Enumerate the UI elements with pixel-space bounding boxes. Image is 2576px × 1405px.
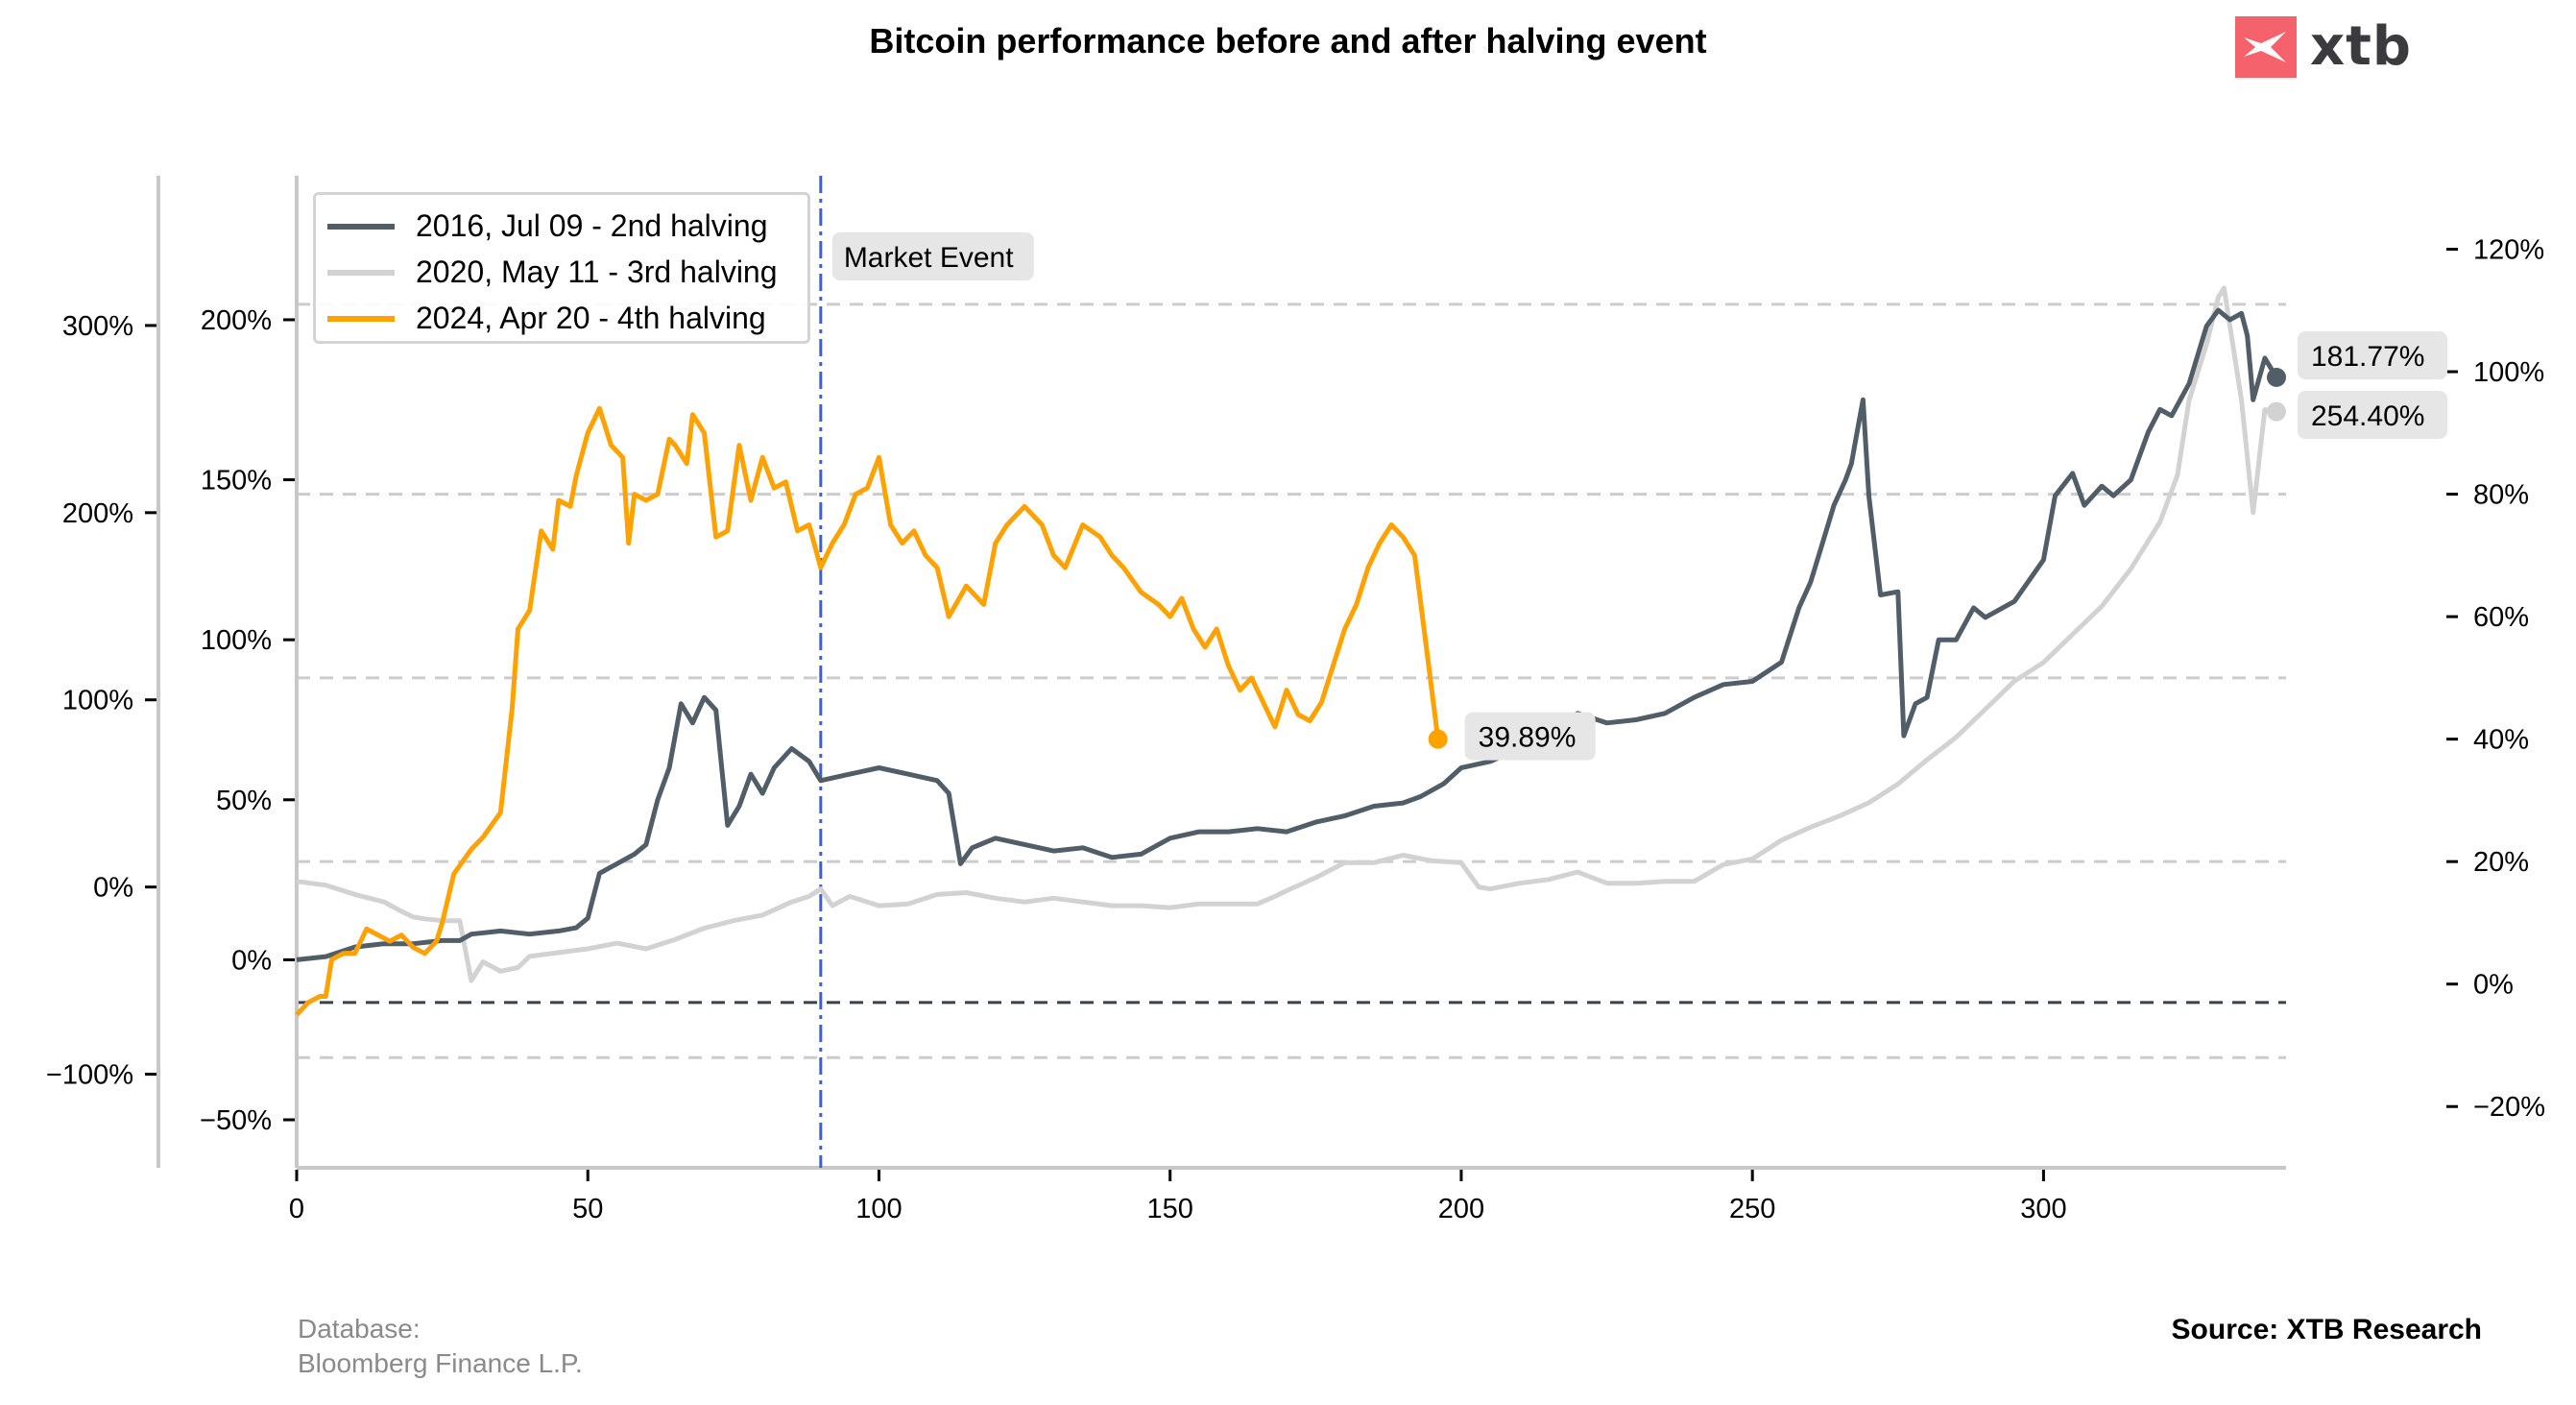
legend-item-2016: 2016, Jul 09 - 2nd halving (327, 208, 767, 244)
x-tick-label: 150 (1147, 1194, 1193, 1224)
series-end-marker-1 (2267, 401, 2286, 422)
xtb-logo-icon (2235, 15, 2297, 78)
outer-left-tick-label: 300% (62, 311, 133, 342)
xtb-logo-text: xtb (2310, 15, 2412, 78)
series-line-1 (296, 285, 2277, 983)
right-tick-label: 0% (2473, 970, 2514, 1001)
right-tick-label: 40% (2473, 725, 2529, 756)
legend-label-2024: 2024, Apr 20 - 4th halving (416, 301, 766, 335)
legend-label-2016: 2016, Jul 09 - 2nd halving (416, 208, 768, 243)
legend: 2016, Jul 09 - 2nd halving 2020, May 11 … (313, 192, 810, 344)
inner-left-tick-label: −50% (200, 1105, 272, 1136)
x-tick-label: 50 (572, 1194, 603, 1224)
chart-title: Bitcoin performance before and after hal… (869, 21, 1707, 61)
x-tick-label: 200 (1438, 1194, 1484, 1224)
end-label-2016: 181.77% (2311, 341, 2424, 373)
end-label-2020-box (2298, 391, 2447, 439)
x-tick-label: 0 (289, 1194, 304, 1224)
x-tick-label: 250 (1729, 1194, 1775, 1224)
footer-database: Database: Bloomberg Finance L.P. (298, 1312, 583, 1381)
inner-left-tick-label: 100% (201, 625, 272, 656)
series-end-marker-0 (2267, 367, 2286, 387)
right-tick-label: 100% (2473, 357, 2544, 388)
right-tick-label: 60% (2473, 602, 2529, 633)
market-event-label: Market Event (844, 242, 1014, 274)
outer-left-tick-label: −100% (46, 1060, 133, 1091)
x-tick-label: 300 (2020, 1194, 2066, 1224)
legend-swatch-2016 (327, 223, 395, 230)
xtb-logo: xtb (2235, 15, 2412, 78)
legend-label-2020: 2020, May 11 - 3rd halving (416, 254, 778, 289)
series-line-2 (295, 405, 1441, 1017)
end-label-2024: 39.89% (1479, 722, 1577, 754)
inner-left-tick-label: 50% (216, 786, 272, 816)
market-event-label-box (831, 232, 1034, 280)
right-tick-label: −20% (2473, 1092, 2545, 1123)
series-line-0 (296, 307, 2279, 962)
series-end-marker-2 (1428, 729, 1448, 749)
right-tick-label: 120% (2473, 235, 2544, 266)
outer-left-tick-label: 200% (62, 498, 133, 529)
outer-left-tick-label: 100% (62, 686, 133, 716)
database-value: Bloomberg Finance L.P. (298, 1348, 583, 1378)
right-tick-label: 20% (2473, 847, 2529, 878)
right-tick-label: 80% (2473, 480, 2529, 511)
inner-left-tick-label: 0% (231, 945, 272, 976)
inner-left-tick-label: 200% (201, 305, 272, 336)
outer-left-tick-label: 0% (93, 873, 133, 904)
footer-source: Source: XTB Research (2171, 1314, 2482, 1345)
end-label-2016-box (2298, 331, 2447, 379)
database-label: Database: (298, 1314, 421, 1344)
inner-left-tick-label: 150% (201, 466, 272, 497)
end-label-2020: 254.40% (2311, 400, 2424, 432)
x-tick-label: 100 (855, 1194, 902, 1224)
end-label-2024-box (1464, 712, 1596, 761)
legend-item-2024: 2024, Apr 20 - 4th halving (327, 301, 766, 336)
legend-swatch-2020 (327, 269, 395, 276)
legend-swatch-2024 (327, 315, 395, 322)
legend-item-2020: 2020, May 11 - 3rd halving (327, 254, 778, 290)
